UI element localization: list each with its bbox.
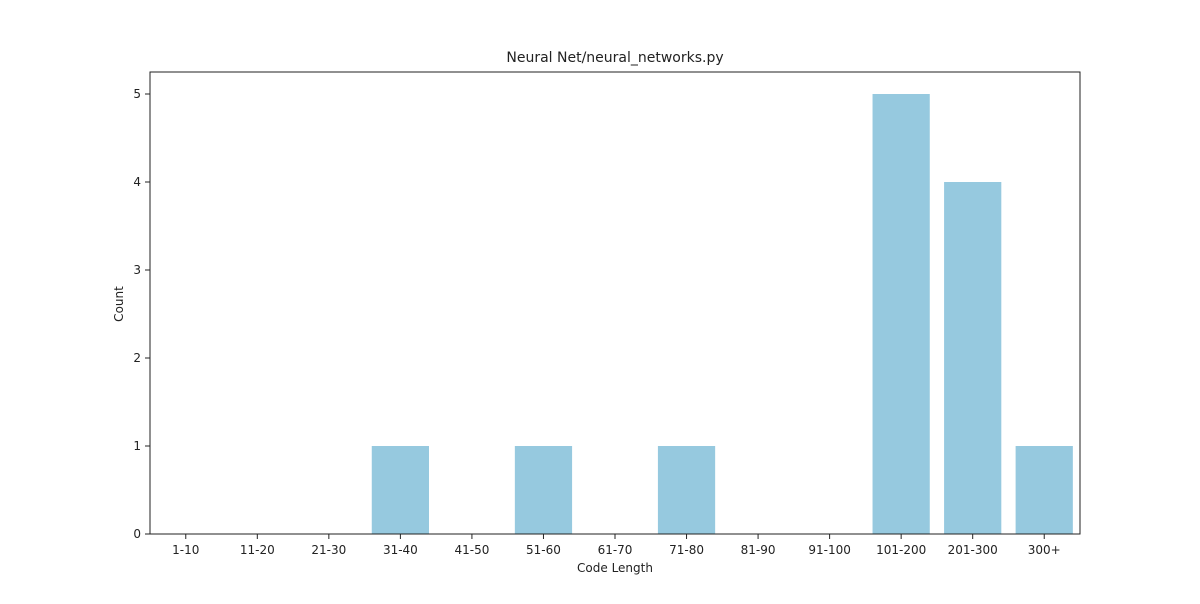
x-tick-label: 101-200	[876, 543, 926, 557]
x-tick-label: 11-20	[240, 543, 275, 557]
x-tick-label: 1-10	[172, 543, 199, 557]
y-tick-label: 4	[133, 175, 141, 189]
bar-51-60	[514, 446, 573, 534]
x-tick-label: 81-90	[741, 543, 776, 557]
bars-group	[371, 94, 1073, 534]
x-tick-label: 91-100	[808, 543, 851, 557]
y-axis: 0 1 2 3 4 5	[133, 87, 150, 541]
y-tick-label: 1	[133, 439, 141, 453]
x-axis: 1-10 11-20 21-30 31-40 41-50 51-60 61-70 71-80 8…	[172, 534, 1061, 557]
y-tick-label: 5	[133, 87, 141, 101]
bar-31-40	[371, 446, 429, 534]
bar-71-80	[657, 446, 716, 534]
x-tick-label: 21-30	[311, 543, 346, 557]
x-tick-label: 300+	[1028, 543, 1061, 557]
y-tick-label: 2	[133, 351, 141, 365]
x-tick-label: 31-40	[383, 543, 418, 557]
x-tick-label: 41-50	[454, 543, 489, 557]
x-tick-label: 201-300	[948, 543, 998, 557]
plot-frame	[149, 71, 1081, 535]
bar-201-300	[944, 182, 1002, 534]
bar-300+	[1015, 446, 1073, 534]
y-tick-label: 0	[133, 527, 141, 541]
x-tick-label: 51-60	[526, 543, 561, 557]
y-tick-label: 3	[133, 263, 141, 277]
bar-101-200	[872, 94, 930, 534]
x-tick-label: 71-80	[669, 543, 704, 557]
y-axis-label: Count	[112, 286, 126, 322]
x-tick-label: 61-70	[598, 543, 633, 557]
x-axis-label: Code Length	[577, 561, 653, 575]
chart-title: Neural Net/neural_networks.py	[506, 50, 723, 66]
